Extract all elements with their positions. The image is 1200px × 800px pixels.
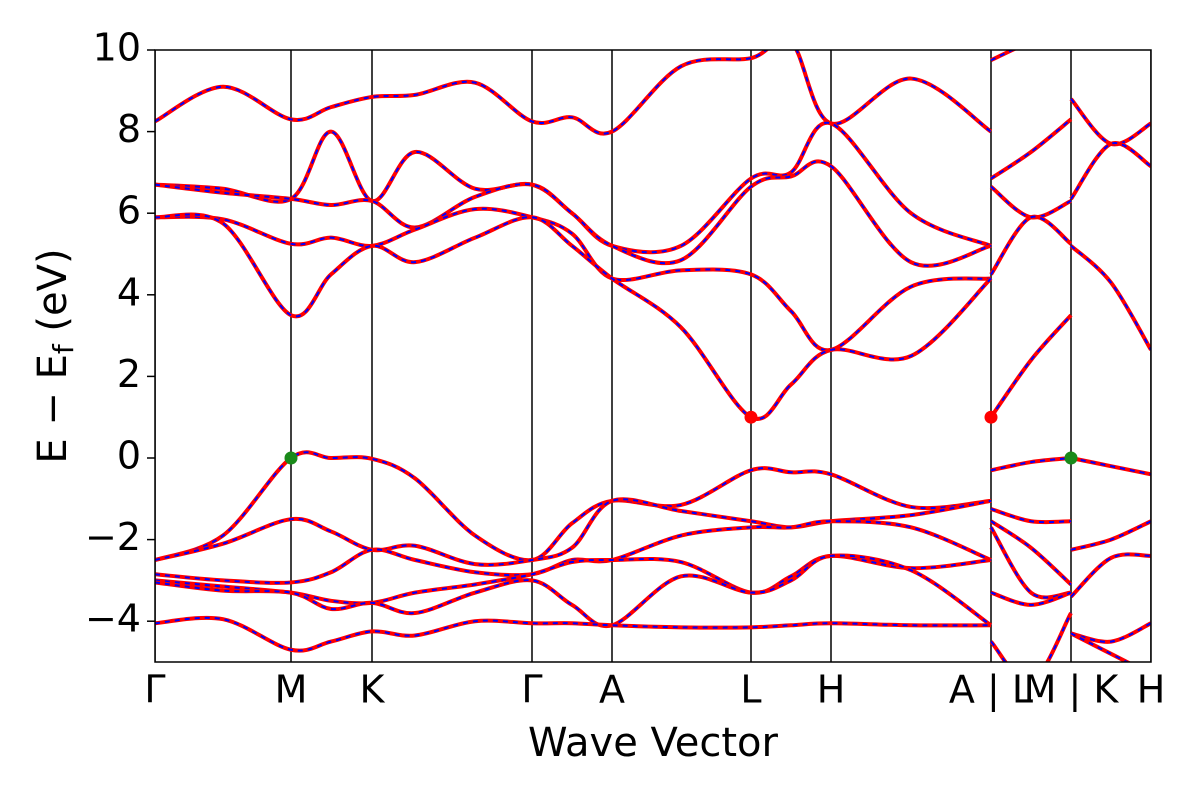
- band-overlay: [990, 591, 1072, 606]
- band-overlay: [155, 554, 992, 628]
- band: [1069, 244, 1151, 351]
- band-overlay: [155, 50, 992, 135]
- y-tick-label: −2: [85, 515, 141, 559]
- band-overlay: [990, 185, 1072, 219]
- band: [1069, 552, 1151, 599]
- band-overlay: [155, 160, 992, 267]
- band: [1069, 141, 1151, 201]
- band-overlay: [155, 207, 992, 352]
- band: [155, 50, 993, 136]
- y-tick-label: 4: [117, 270, 141, 314]
- y-tick-label: 6: [117, 189, 141, 233]
- y-tick-label: 10: [93, 26, 141, 70]
- x-tick-label: A: [599, 668, 625, 712]
- band-overlay: [1070, 98, 1151, 146]
- band: [155, 159, 992, 268]
- band: [989, 214, 1073, 276]
- y-tick-label: 0: [117, 434, 141, 478]
- y-label-part: (eV): [30, 248, 76, 344]
- band: [155, 212, 993, 421]
- band-overlay: [1070, 245, 1151, 351]
- band: [989, 526, 1072, 600]
- band-overlay: [990, 612, 1072, 662]
- y-tick-label: −4: [85, 597, 141, 641]
- x-tick-label: H: [1137, 668, 1166, 712]
- x-tick-label: L: [740, 668, 761, 712]
- band-overlay: [990, 457, 1072, 472]
- plot-frame: [154, 49, 1152, 663]
- extremum-point: [744, 410, 758, 424]
- band: [155, 519, 992, 585]
- band: [155, 206, 992, 353]
- band-overlay: [155, 498, 992, 566]
- x-tick-label: H: [817, 668, 846, 712]
- band-overlay: [990, 526, 1072, 599]
- band: [990, 50, 1018, 63]
- x-tick-label: M: [275, 668, 308, 712]
- band: [155, 553, 992, 606]
- x-tick-label: M | K: [1024, 668, 1120, 713]
- extremum-point: [1064, 451, 1078, 465]
- band-overlay: [990, 508, 1072, 524]
- band-overlay: [155, 451, 992, 562]
- x-tick-label: A | L: [949, 668, 1033, 713]
- band-overlay: [990, 520, 1072, 586]
- x-tick-label: Γ: [521, 668, 542, 712]
- band-overlay: [1070, 457, 1151, 476]
- band-overlay: [1070, 632, 1130, 662]
- band: [1069, 97, 1151, 147]
- band: [990, 507, 1072, 525]
- y-label-part: E − E: [30, 354, 76, 464]
- extremum-point: [984, 410, 998, 424]
- band-overlay: [1070, 622, 1151, 643]
- band-overlay: [990, 118, 1072, 180]
- plot-area: [155, 50, 1151, 662]
- band: [989, 313, 1073, 419]
- band-overlay: [1070, 553, 1151, 598]
- band: [155, 497, 992, 567]
- x-axis-label: Wave Vector: [528, 720, 779, 766]
- y-tick-label: 8: [117, 107, 141, 151]
- x-tick-label: K: [360, 668, 386, 712]
- y-tick-label: 2: [117, 352, 141, 396]
- band-overlay: [990, 215, 1072, 275]
- x-tick-label: Γ: [144, 668, 165, 712]
- band-overlay: [990, 314, 1072, 418]
- band-overlay: [155, 616, 992, 652]
- band: [989, 185, 1072, 220]
- band-overlay: [155, 213, 992, 420]
- band: [155, 553, 993, 629]
- y-axis-label: E − Ef (eV): [30, 248, 80, 463]
- extremum-point: [284, 451, 298, 465]
- band-overlay: [1070, 142, 1151, 200]
- band-overlay: [1070, 520, 1151, 551]
- y-label-sub: f: [47, 343, 80, 354]
- band: [1070, 519, 1151, 552]
- band-overlay: [155, 520, 992, 584]
